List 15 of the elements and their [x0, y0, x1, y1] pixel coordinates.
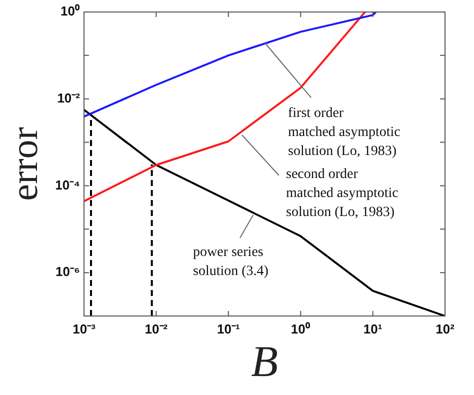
- y-tick-label: 10⁰: [60, 4, 80, 19]
- x-axis-title: B: [251, 337, 278, 386]
- annotation: first order matched asymptotic solution (Lo, 1983): [288, 105, 400, 161]
- x-tick-label: 10⁻¹: [217, 321, 240, 336]
- y-tick-label: 10⁻⁶: [56, 264, 80, 280]
- y-tick-label: 10⁻²: [57, 90, 81, 106]
- y-tick-label: 10⁻⁴: [55, 177, 80, 192]
- annotation: second order matched asymptotic solution (Lo, 1983): [286, 166, 398, 222]
- x-tick-label: 10²: [436, 321, 456, 336]
- x-tick-label: 10¹: [363, 321, 382, 336]
- x-tick-label: 10⁻³: [72, 321, 96, 336]
- x-tick-label: 10⁰: [290, 321, 310, 336]
- annotation: power series solution (3.4): [193, 244, 268, 281]
- x-tick-label: 10⁻²: [144, 321, 168, 336]
- y-axis-title: error: [4, 126, 46, 201]
